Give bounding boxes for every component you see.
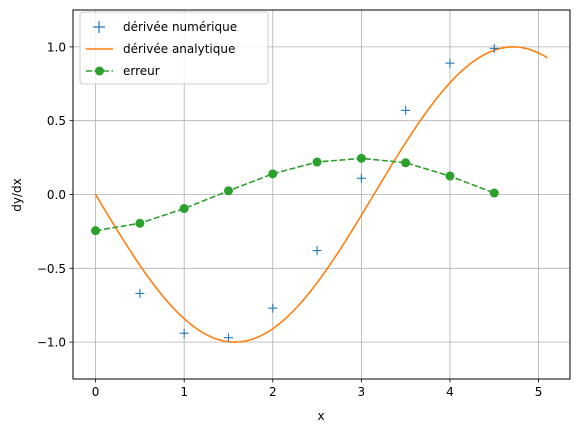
error-point — [223, 186, 233, 196]
legend-label-derivee-numerique: dérivée numérique — [123, 20, 237, 34]
series-points-derivee-numerique — [135, 43, 499, 343]
grid — [73, 10, 570, 379]
numeric-point — [135, 288, 145, 298]
numeric-point — [268, 303, 278, 313]
series-layer — [91, 43, 548, 343]
legend-marker-erreur — [95, 66, 104, 76]
series-points-erreur — [91, 153, 499, 236]
numeric-point — [179, 328, 189, 338]
error-point — [312, 157, 322, 167]
error-point — [268, 169, 278, 179]
x-axis-ticks: 0 1 2 3 4 5 — [92, 379, 543, 399]
series-line-derivee-analytique — [94, 46, 548, 343]
y-tick-label: 0.0 — [47, 188, 66, 202]
legend-box — [79, 11, 269, 85]
error-point — [91, 226, 101, 236]
error-point — [179, 204, 189, 214]
series-line-erreur — [95, 157, 495, 232]
x-tick-label: 0 — [92, 385, 100, 399]
numeric-point — [445, 58, 455, 68]
legend-item-derivee-numerique: dérivée numérique — [93, 20, 237, 34]
numeric-point — [312, 246, 322, 256]
numeric-point — [401, 105, 411, 115]
x-tick-label: 1 — [180, 385, 188, 399]
x-axis-label: x — [317, 409, 324, 423]
y-tick-label: 1.0 — [47, 40, 66, 54]
y-axis-label: dy/dx — [10, 178, 24, 211]
legend-label-derivee-analytique: dérivée analytique — [123, 42, 235, 56]
x-tick-label: 4 — [446, 385, 454, 399]
error-point — [356, 153, 366, 163]
error-point — [401, 158, 411, 168]
legend: dérivée numérique dérivée analytique err… — [79, 11, 269, 85]
numeric-point — [489, 43, 499, 53]
legend-item-derivee-analytique: dérivée analytique — [86, 42, 235, 56]
y-tick-label: −1.0 — [37, 336, 66, 350]
x-tick-label: 2 — [269, 385, 277, 399]
x-tick-label: 5 — [535, 385, 543, 399]
x-tick-label: 3 — [358, 385, 366, 399]
y-axis-ticks: −1.0 −0.5 0.0 0.5 1.0 — [37, 40, 73, 350]
legend-label-erreur: erreur — [123, 64, 160, 78]
numeric-point — [223, 333, 233, 343]
legend-item-erreur: erreur — [86, 64, 160, 78]
error-point — [135, 218, 145, 228]
error-point — [445, 171, 455, 181]
numeric-point — [356, 173, 366, 183]
y-tick-label: 0.5 — [47, 114, 66, 128]
y-tick-label: −0.5 — [37, 262, 66, 276]
error-point — [489, 188, 499, 198]
